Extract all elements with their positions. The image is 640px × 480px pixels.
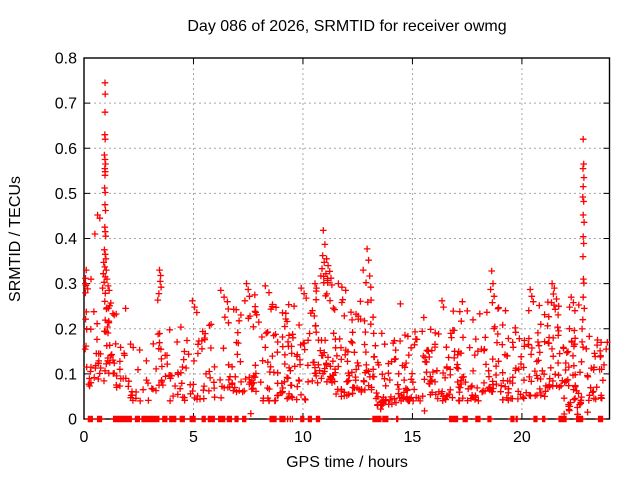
chart-title: Day 086 of 2026, SRMTID for receiver owm…	[187, 18, 506, 35]
y-tick-label: 0.1	[55, 366, 77, 383]
x-tick-label: 10	[294, 429, 312, 446]
y-tick-label: 0.3	[55, 276, 77, 293]
y-tick-label: 0.5	[55, 186, 77, 203]
y-tick-labels: 0 0.1 0.2 0.3 0.4 0.5 0.6 0.7 0.8	[55, 51, 77, 429]
x-tick-label: 20	[513, 429, 531, 446]
y-tick-label: 0	[68, 412, 77, 429]
grid-line	[84, 58, 610, 419]
plot-border	[83, 57, 611, 420]
y-tick-label: 0.2	[55, 321, 77, 338]
x-axis-label: GPS time / hours	[286, 454, 408, 471]
x-tick-label: 0	[80, 429, 89, 446]
y-tick-label: 0.6	[55, 141, 77, 158]
y-tick-label: 0.4	[55, 231, 77, 248]
grid	[84, 58, 610, 419]
y-axis-label: SRMTID / TECUs	[7, 176, 24, 302]
scatter-points	[81, 79, 611, 423]
y-tick-label: 0.8	[55, 51, 77, 68]
y-tick-label: 0.7	[55, 96, 77, 113]
x-tick-label: 5	[189, 429, 198, 446]
x-tick-labels: 0 5 10 15 20	[80, 429, 531, 446]
x-tick-label: 15	[404, 429, 422, 446]
